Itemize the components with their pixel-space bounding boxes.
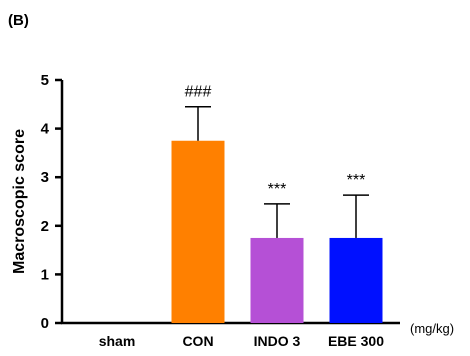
panel-label: (B) bbox=[8, 12, 29, 29]
significance-annotation: *** bbox=[347, 172, 366, 189]
significance-annotation: ### bbox=[185, 84, 212, 101]
y-tick-label: 3 bbox=[41, 169, 49, 186]
x-tick-label: CON bbox=[182, 333, 213, 349]
bar-con bbox=[171, 140, 225, 323]
bars-group bbox=[171, 140, 383, 323]
y-tick-label: 2 bbox=[41, 218, 49, 235]
y-axis: 0 1 2 3 4 5 bbox=[41, 72, 64, 332]
x-tick-label: EBE 300 bbox=[328, 333, 384, 349]
y-axis-title: Macroscopic score bbox=[11, 129, 28, 274]
x-tick-label: sham bbox=[99, 333, 136, 349]
x-tick-label: INDO 3 bbox=[254, 333, 301, 349]
error-bars-group bbox=[185, 105, 369, 238]
bar-indo-3 bbox=[250, 237, 304, 323]
category-labels: sham CON INDO 3 EBE 300 bbox=[99, 333, 385, 349]
y-tick-label: 0 bbox=[41, 315, 49, 332]
bar-ebe-300 bbox=[329, 237, 383, 323]
significance-annotation: *** bbox=[268, 181, 287, 198]
unit-label: (mg/kg) bbox=[410, 321, 454, 336]
annotations-group: ### *** *** bbox=[185, 84, 366, 198]
y-tick-label: 4 bbox=[41, 121, 50, 138]
y-tick-label: 5 bbox=[41, 72, 49, 89]
y-tick-label: 1 bbox=[41, 266, 49, 283]
